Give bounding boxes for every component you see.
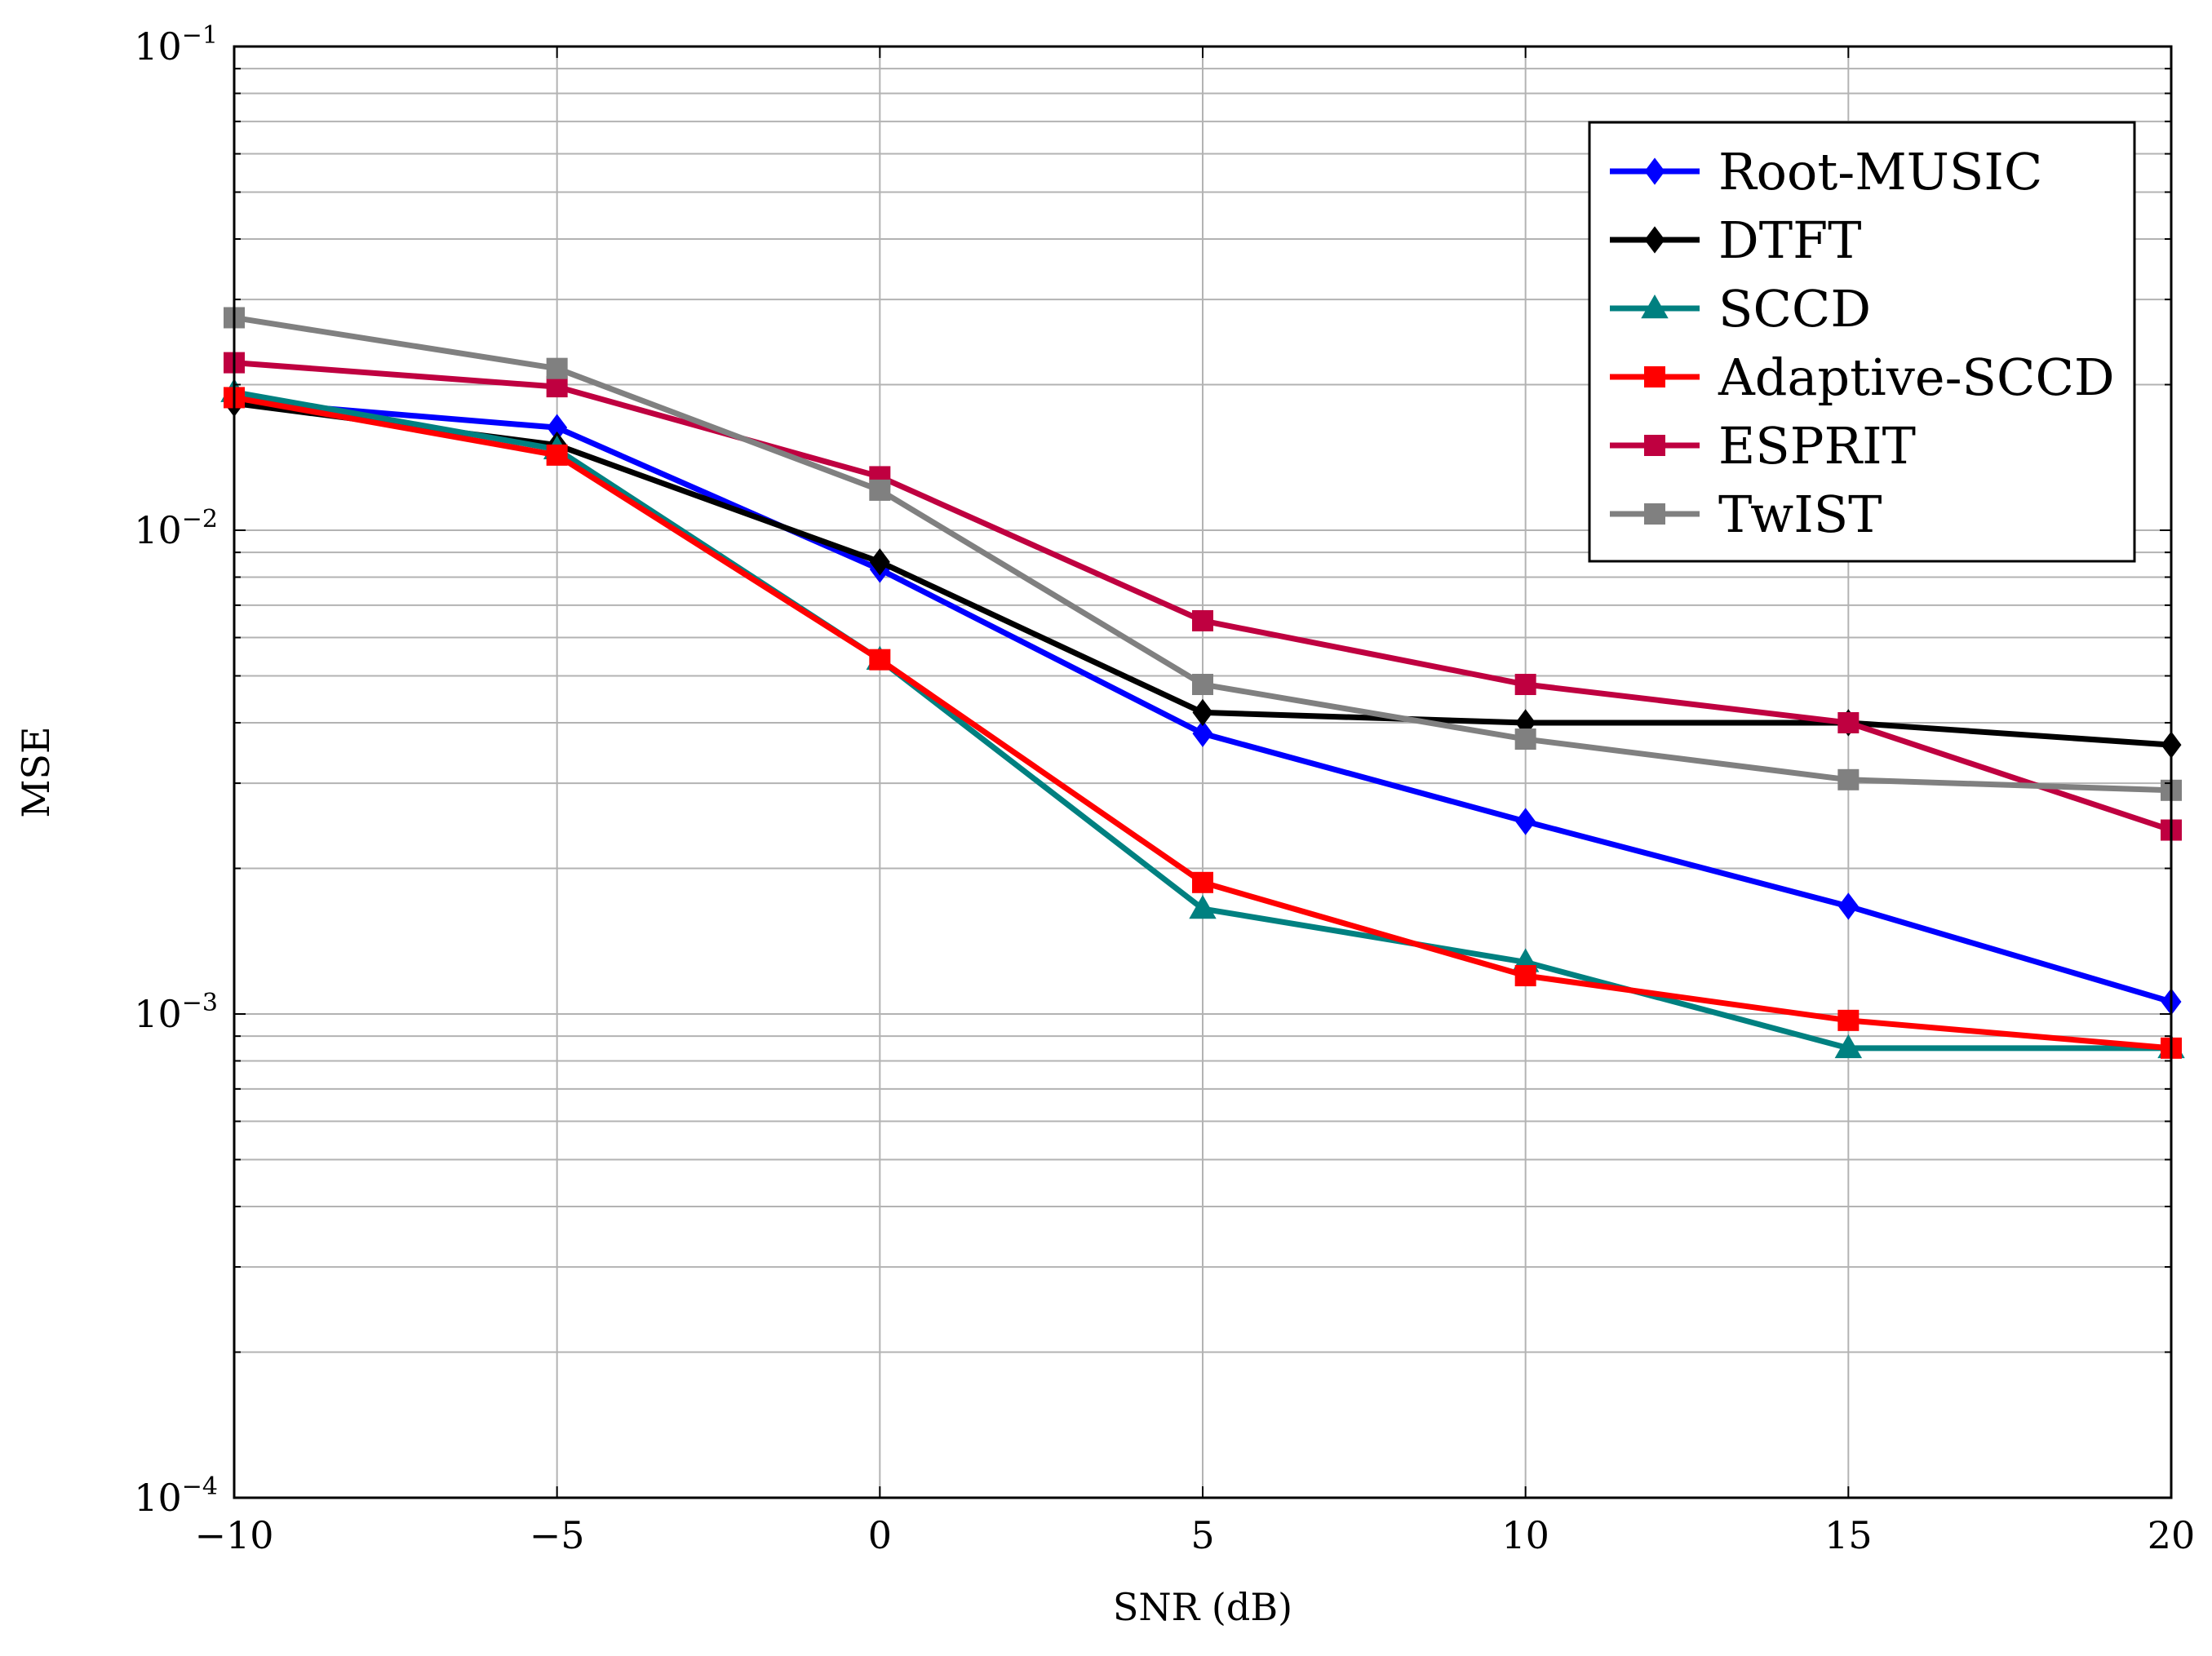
data-point-esprit [1514,674,1536,696]
axis-ticks [233,46,2172,1499]
series-lines [220,307,2185,1059]
legend-swatch-marker [1644,503,1665,525]
x-tick-label: −10 [194,1513,273,1557]
data-point-twist [1837,768,1860,790]
x-tick-label: 20 [2148,1513,2196,1557]
data-point-adaptive-sccd [1192,871,1213,893]
legend-label: Adaptive-SCCD [1718,348,2115,407]
series-adaptive-sccd [224,387,2182,1059]
data-point-dtft [1192,698,1213,727]
y-tick-label: 10−4 [134,1472,218,1520]
legend-swatch-marker [1641,294,1669,319]
legend-label: DTFT [1718,210,1861,270]
data-point-dtft [869,548,890,576]
y-tick-label: 10−2 [134,505,218,552]
legend-swatch-marker [1644,366,1665,387]
x-tick-label: 5 [1190,1513,1214,1557]
legend-entry-twist: TwIST [1610,485,1882,544]
x-tick-label: 0 [868,1513,892,1557]
data-point-root-music [1515,808,1536,835]
data-point-sccd [1189,895,1217,919]
data-point-adaptive-sccd [1514,965,1536,987]
data-point-esprit [1192,609,1213,631]
data-point-adaptive-sccd [1837,1009,1860,1031]
data-point-twist [1192,674,1213,696]
data-point-sccd [1834,1034,1863,1059]
legend-label: SCCD [1718,279,1871,339]
x-tick-label: −5 [530,1513,585,1557]
legend-swatch-marker [1644,157,1665,185]
legend: Root-MUSIC DTFT SCCD Adaptive-SCCD ESPRIT TwI… [1588,121,2136,563]
axis-labels: −10 −5 0 5 10 15 20 10−4 10−3 10−2 10−1 [134,21,2195,1557]
y-axis-title: MSE [14,726,58,817]
legend-swatch-marker [1644,226,1665,254]
legend-entry-adaptive-sccd: Adaptive-SCCD [1610,348,2115,407]
data-point-twist [546,357,568,379]
legend-box [1588,121,2136,563]
x-tick-label: 15 [1824,1513,1873,1557]
y-tick-label: 10−3 [134,989,218,1036]
data-point-twist [1514,728,1536,751]
legend-swatch-marker [1644,435,1665,456]
data-point-root-music [1192,720,1213,747]
data-point-adaptive-sccd [869,649,891,671]
data-point-adaptive-sccd [546,444,568,466]
legend-entry-sccd: SCCD [1610,279,1871,339]
data-point-esprit [1837,711,1860,733]
legend-label: ESPRIT [1718,416,1916,476]
x-axis-title: SNR (dB) [1113,1585,1292,1629]
legend-label: TwIST [1718,485,1882,544]
legend-entry-dtft: DTFT [1610,210,1861,270]
x-tick-label: 10 [1501,1513,1549,1557]
legend-entry-root-music: Root-MUSIC [1610,142,2042,201]
data-point-esprit [546,376,568,398]
series-twist [224,307,2182,801]
legend-label: Root-MUSIC [1718,142,2042,201]
y-tick-label: 10−1 [134,21,218,69]
legend-entry-esprit: ESPRIT [1610,416,1916,476]
data-point-root-music [1837,892,1859,920]
series-esprit [224,352,2182,841]
data-point-twist [869,479,891,501]
